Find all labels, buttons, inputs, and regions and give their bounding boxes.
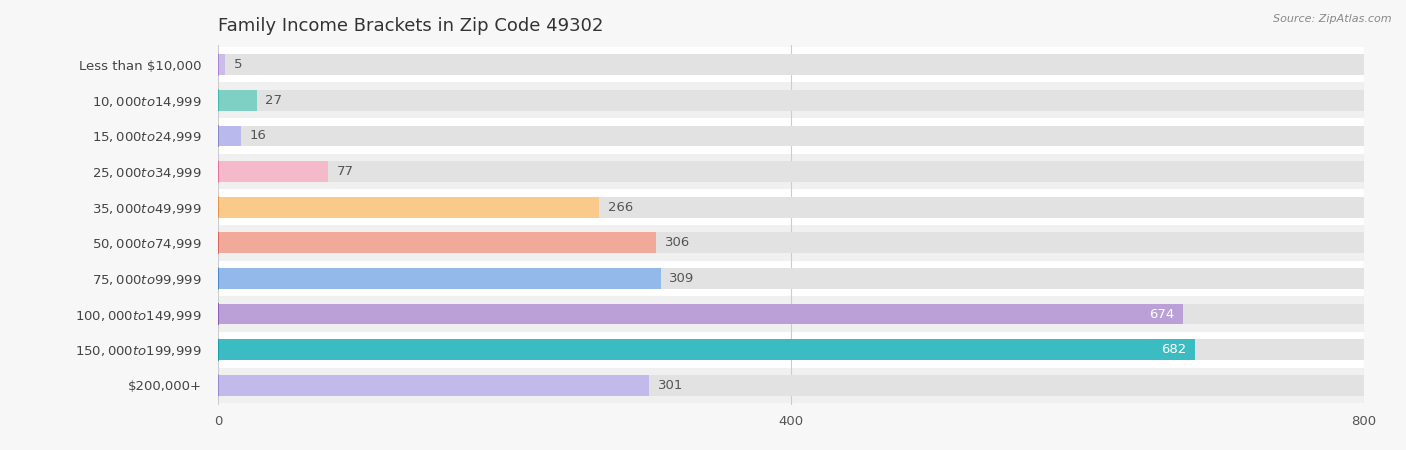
- Bar: [218, 54, 1364, 75]
- Bar: [218, 90, 257, 111]
- Bar: [218, 233, 657, 253]
- Bar: [218, 161, 328, 182]
- Bar: [218, 233, 1364, 253]
- Text: 301: 301: [658, 379, 683, 392]
- Bar: [218, 339, 1195, 360]
- Text: 27: 27: [266, 94, 283, 107]
- Bar: [218, 197, 1364, 217]
- Bar: [218, 225, 1364, 261]
- Bar: [218, 47, 1364, 82]
- Bar: [218, 268, 661, 289]
- Bar: [218, 304, 1184, 324]
- Bar: [218, 90, 1364, 111]
- Text: 16: 16: [249, 130, 266, 142]
- Bar: [218, 304, 1364, 324]
- Text: 5: 5: [233, 58, 242, 71]
- Text: 682: 682: [1161, 343, 1187, 356]
- Bar: [218, 339, 1364, 360]
- Text: 306: 306: [665, 236, 690, 249]
- Text: 77: 77: [337, 165, 354, 178]
- Text: Family Income Brackets in Zip Code 49302: Family Income Brackets in Zip Code 49302: [218, 17, 603, 35]
- Bar: [218, 268, 1364, 289]
- Bar: [218, 118, 1364, 154]
- Bar: [218, 126, 1364, 146]
- Text: Source: ZipAtlas.com: Source: ZipAtlas.com: [1274, 14, 1392, 23]
- Bar: [218, 375, 650, 396]
- Text: 309: 309: [669, 272, 695, 285]
- Bar: [218, 189, 1364, 225]
- Bar: [218, 54, 225, 75]
- Bar: [218, 261, 1364, 296]
- Bar: [218, 126, 240, 146]
- Bar: [218, 82, 1364, 118]
- Text: 266: 266: [607, 201, 633, 214]
- Bar: [218, 197, 599, 217]
- Bar: [218, 161, 1364, 182]
- Bar: [218, 368, 1364, 403]
- Text: 674: 674: [1150, 308, 1175, 320]
- Bar: [218, 332, 1364, 368]
- Bar: [218, 154, 1364, 189]
- Bar: [218, 296, 1364, 332]
- Bar: [218, 375, 1364, 396]
